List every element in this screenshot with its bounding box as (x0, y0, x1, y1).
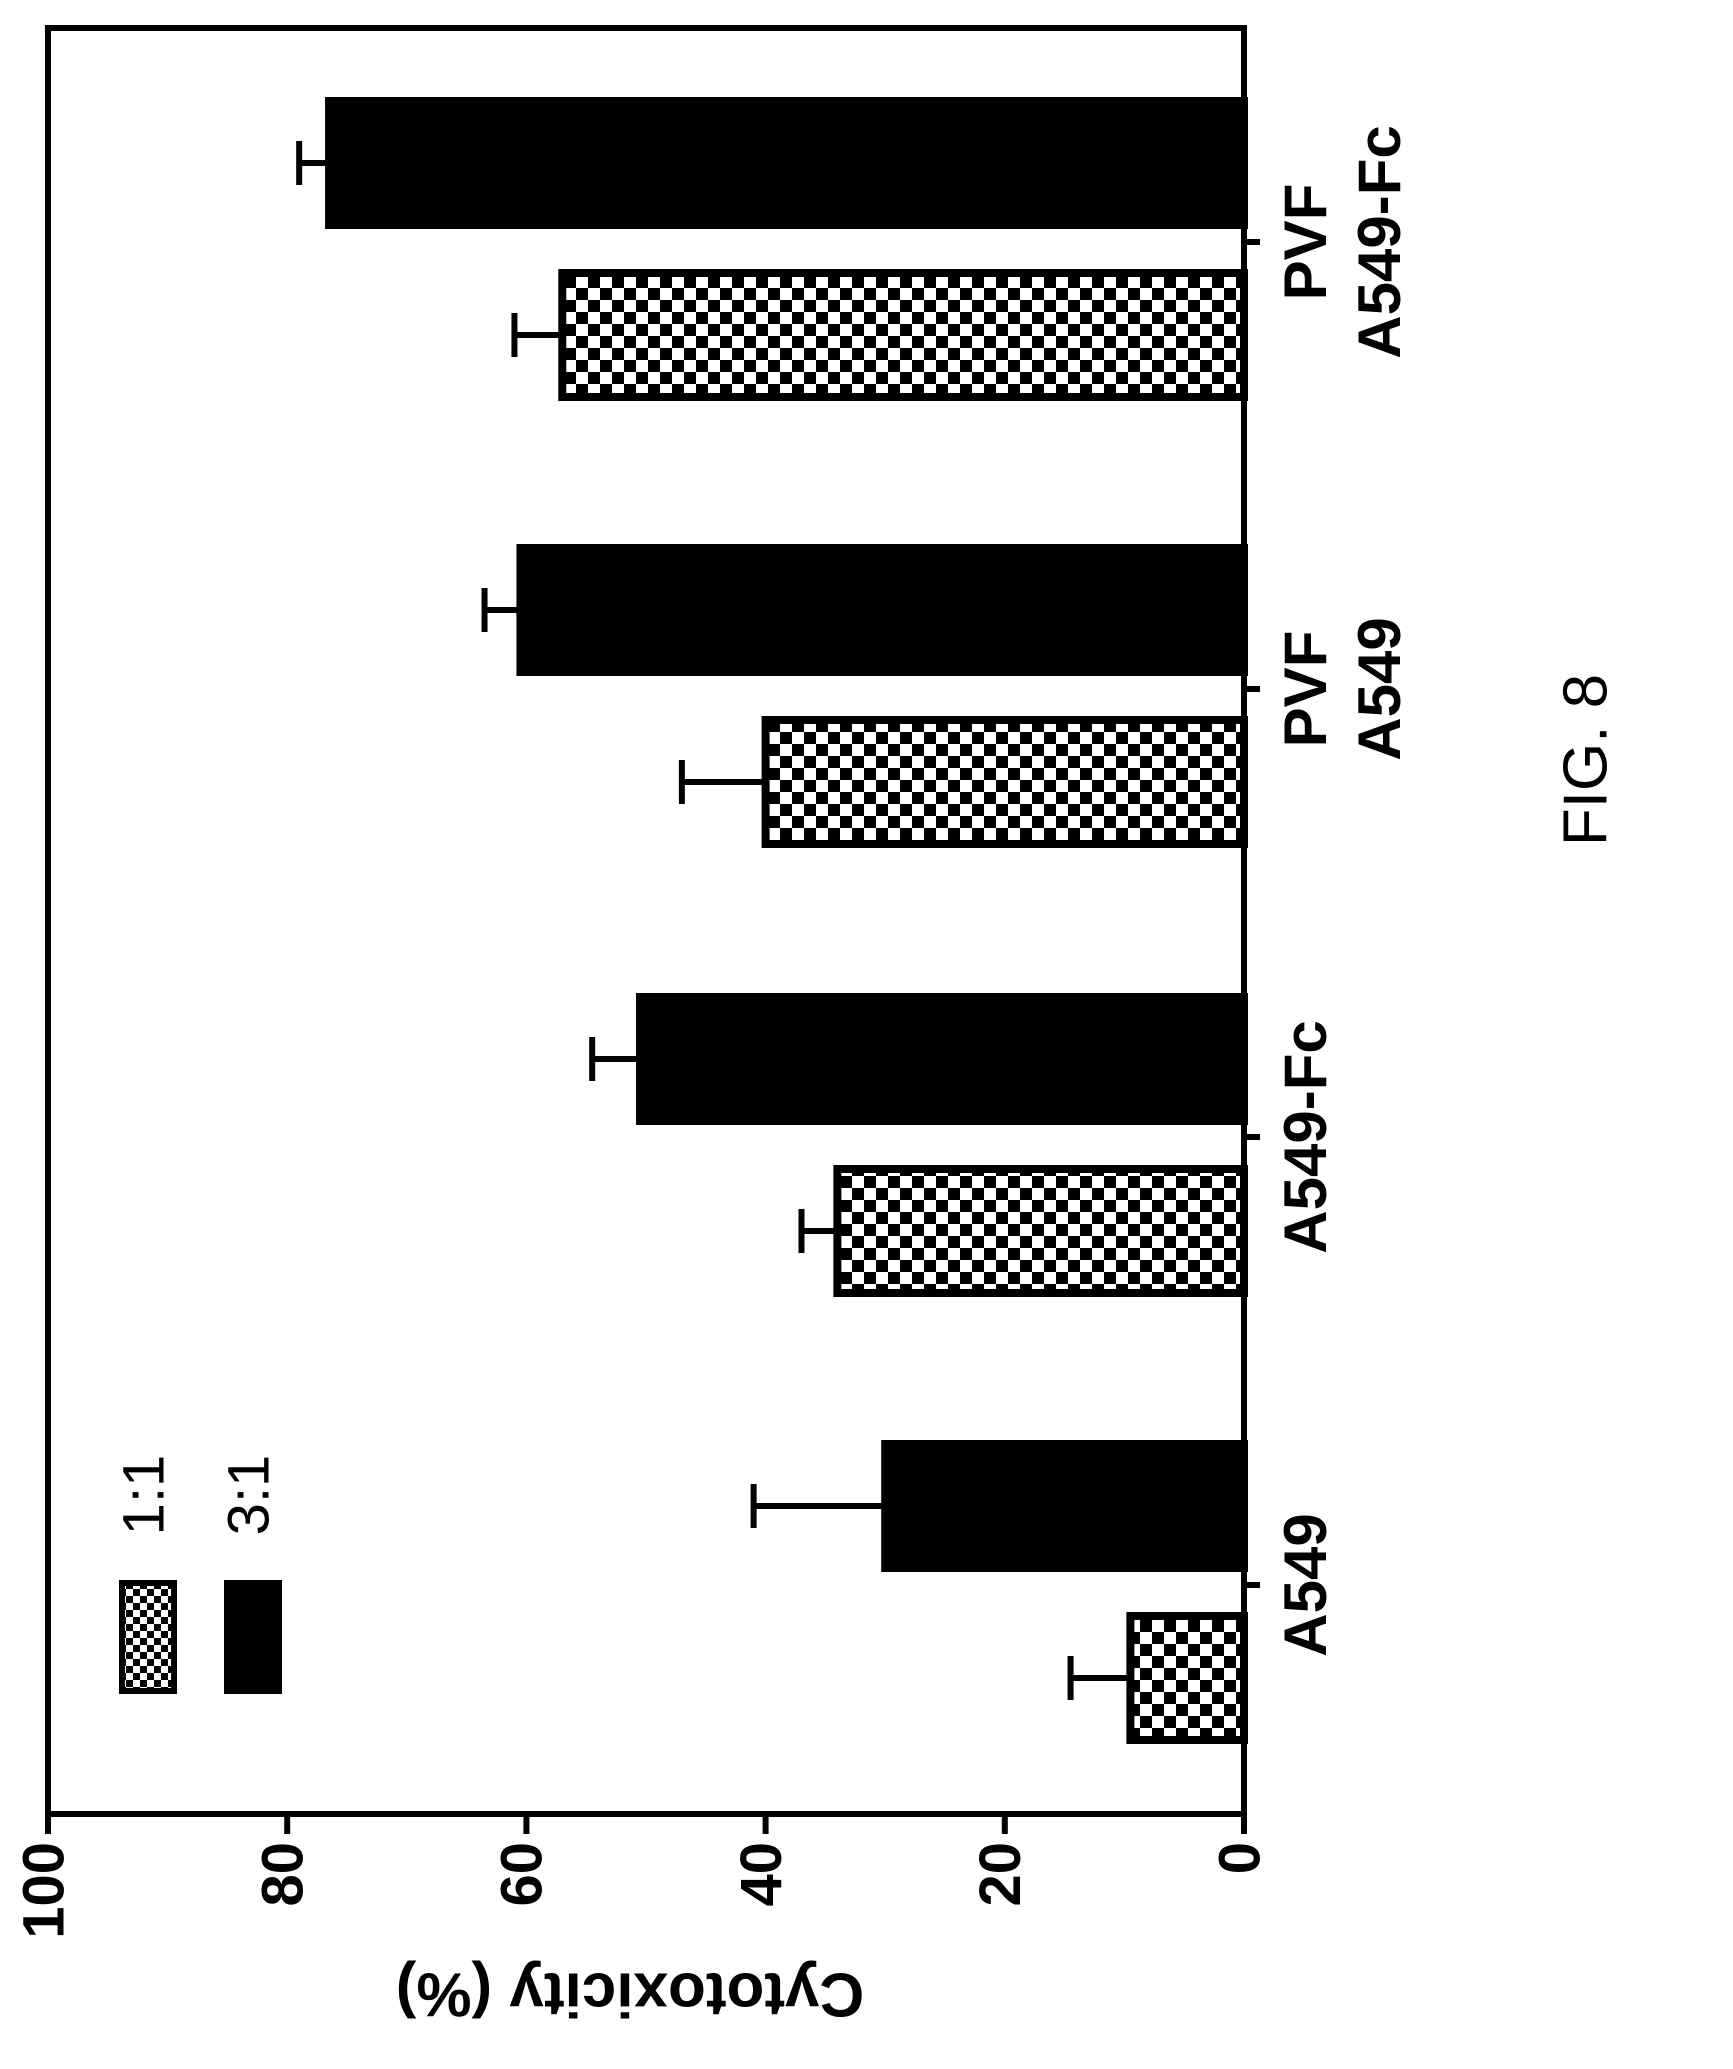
y-tick-label: 20 (968, 1842, 1033, 1907)
category-label-group: A549-Fc (1272, 1020, 1339, 1253)
plot-frame (45, 25, 1247, 1817)
category-label: A549-Fc (1272, 1020, 1339, 1253)
y-tick-label-group: 0 (1207, 1842, 1272, 1874)
y-axis-title: Cytotoxicity (%) (396, 1960, 864, 2029)
legend-label-group: 3:1 (216, 1455, 281, 1536)
legend-label-group: 1:1 (111, 1455, 176, 1536)
category-label-group: A549 (1272, 1513, 1339, 1656)
category-label-group: PVF A549 (1272, 617, 1413, 760)
y-tick-label-group: 60 (490, 1842, 555, 1907)
bar (761, 716, 1248, 848)
y-tick-label: 80 (251, 1842, 316, 1907)
y-tick-label-group: 80 (251, 1842, 316, 1907)
y-tick-label-group: 100 (11, 1842, 76, 1939)
bar (1126, 1612, 1249, 1744)
bar (833, 1165, 1248, 1297)
bars-layer (296, 97, 1249, 1744)
axis-ticks-layer (45, 239, 1260, 1834)
y-tick-label: 40 (729, 1842, 794, 1907)
y-axis-title-group: Cytotoxicity (%) (396, 1960, 864, 2029)
bar (325, 97, 1248, 229)
category-label: A549 (1346, 617, 1413, 760)
legend-swatch (224, 1580, 282, 1694)
y-tick-label: 100 (11, 1842, 76, 1939)
bar (558, 269, 1248, 401)
bar (881, 1440, 1248, 1572)
bar (516, 544, 1248, 676)
legend: 1:1 3:1 (111, 1455, 282, 1694)
legend-label: 3:1 (216, 1455, 281, 1536)
legend-swatch (119, 1580, 177, 1694)
category-label-group: PVF A549-Fc (1272, 125, 1413, 358)
y-tick-label-group: 40 (729, 1842, 794, 1907)
legend-label: 1:1 (111, 1455, 176, 1536)
bar (636, 993, 1248, 1125)
figure-label-group: FIG. 8 (1551, 674, 1620, 846)
category-label: A549 (1272, 1513, 1339, 1656)
plot-area (45, 25, 1260, 1834)
y-tick-label: 60 (490, 1842, 555, 1907)
category-label: PVF (1272, 631, 1339, 748)
category-label: PVF (1272, 184, 1339, 301)
y-tick-label: 0 (1207, 1842, 1272, 1874)
y-tick-label-group: 20 (968, 1842, 1033, 1907)
figure-label: FIG. 8 (1551, 674, 1620, 846)
category-label: A549-Fc (1346, 125, 1413, 358)
